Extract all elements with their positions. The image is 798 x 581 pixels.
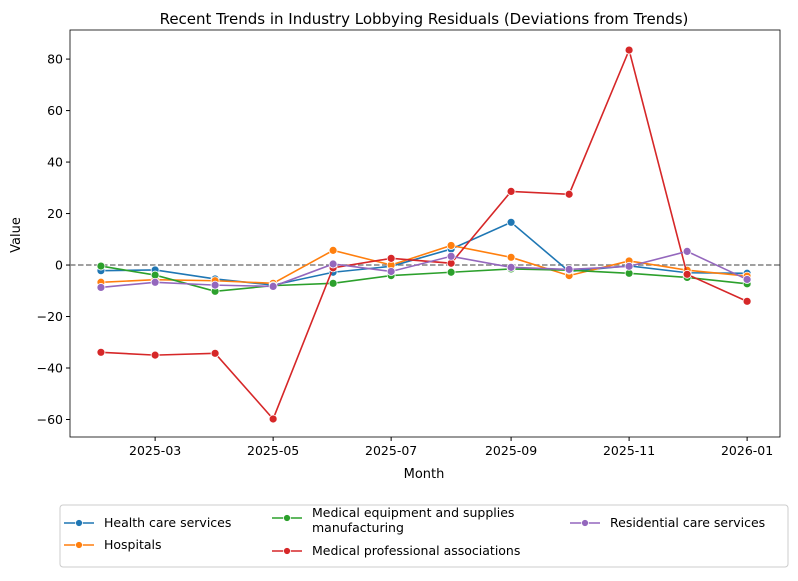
y-axis-label: Value	[9, 217, 24, 253]
data-point	[328, 259, 338, 269]
legend-marker	[581, 519, 589, 527]
legend-label-line: manufacturing	[312, 520, 404, 535]
x-tick-label: 2025-07	[365, 443, 417, 458]
series-line	[100, 265, 748, 293]
series-4	[96, 246, 752, 292]
y-tick-label: −40	[37, 361, 63, 376]
data-point	[506, 217, 516, 227]
legend-box	[59, 504, 789, 568]
data-point	[268, 282, 278, 291]
data-point	[150, 350, 160, 360]
x-tick-label: 2025-09	[485, 443, 537, 458]
legend-marker	[283, 547, 291, 555]
data-point	[150, 277, 160, 287]
legend-label: Medical equipment and supplies manufactur…	[312, 505, 514, 535]
y-tick-label: −60	[37, 412, 63, 427]
legend-marker	[283, 514, 291, 522]
data-point	[96, 283, 106, 292]
legend: Health care services Hospitals Medical equ…	[59, 504, 789, 568]
x-tick-label: 2025-11	[603, 443, 655, 458]
data-point	[682, 246, 692, 256]
data-point	[446, 241, 456, 250]
data-point	[210, 280, 220, 290]
x-tick-label: 2026-01	[721, 443, 773, 458]
data-point	[564, 189, 574, 199]
data-point	[564, 265, 574, 274]
data-point	[96, 347, 106, 357]
data-point	[446, 267, 456, 277]
data-point	[328, 245, 338, 255]
series-line	[100, 244, 748, 285]
chart-title: Recent Trends in Industry Lobbying Resid…	[160, 10, 689, 28]
y-tick-label: 60	[47, 103, 63, 118]
legend-item: Residential care services	[570, 515, 765, 530]
data-point	[386, 267, 396, 276]
data-point	[506, 262, 516, 272]
y-tick-label: 0	[55, 258, 63, 273]
data-point	[328, 278, 338, 288]
data-point	[742, 296, 752, 306]
y-tick-label: −20	[37, 309, 63, 324]
plot-area	[69, 29, 781, 438]
y-tick-label: 80	[47, 52, 63, 67]
data-point	[682, 269, 692, 279]
series-line	[100, 250, 748, 289]
series-line	[100, 221, 748, 286]
data-point	[96, 261, 106, 271]
data-point	[624, 45, 634, 55]
legend-item: Health care services	[64, 515, 231, 530]
y-tick-label: 40	[47, 155, 63, 170]
data-point	[506, 187, 516, 196]
legend-item: Hospitals	[64, 537, 162, 552]
data-point	[624, 261, 634, 271]
data-point	[210, 348, 220, 358]
legend-marker	[75, 541, 83, 549]
legend-marker	[75, 519, 83, 527]
series-line	[100, 47, 748, 421]
x-axis-label: Month	[404, 467, 445, 482]
legend-label-line: Medical equipment and supplies	[312, 505, 514, 520]
legend-label: Residential care services	[610, 515, 765, 530]
legend-label: Hospitals	[104, 537, 162, 552]
x-tick-label: 2025-05	[247, 443, 299, 458]
data-point	[742, 275, 752, 284]
data-point	[150, 270, 160, 280]
y-tick-label: 20	[47, 206, 63, 221]
x-tick-label: 2025-03	[129, 443, 181, 458]
data-point	[446, 251, 456, 261]
legend-item: Medical equipment and supplies manufactur…	[272, 505, 514, 535]
legend-label: Medical professional associations	[312, 543, 520, 558]
data-point	[506, 252, 516, 262]
data-point	[268, 414, 278, 424]
legend-label: Health care services	[104, 515, 231, 530]
legend-item: Medical professional associations	[272, 543, 520, 558]
data-point	[386, 253, 396, 263]
